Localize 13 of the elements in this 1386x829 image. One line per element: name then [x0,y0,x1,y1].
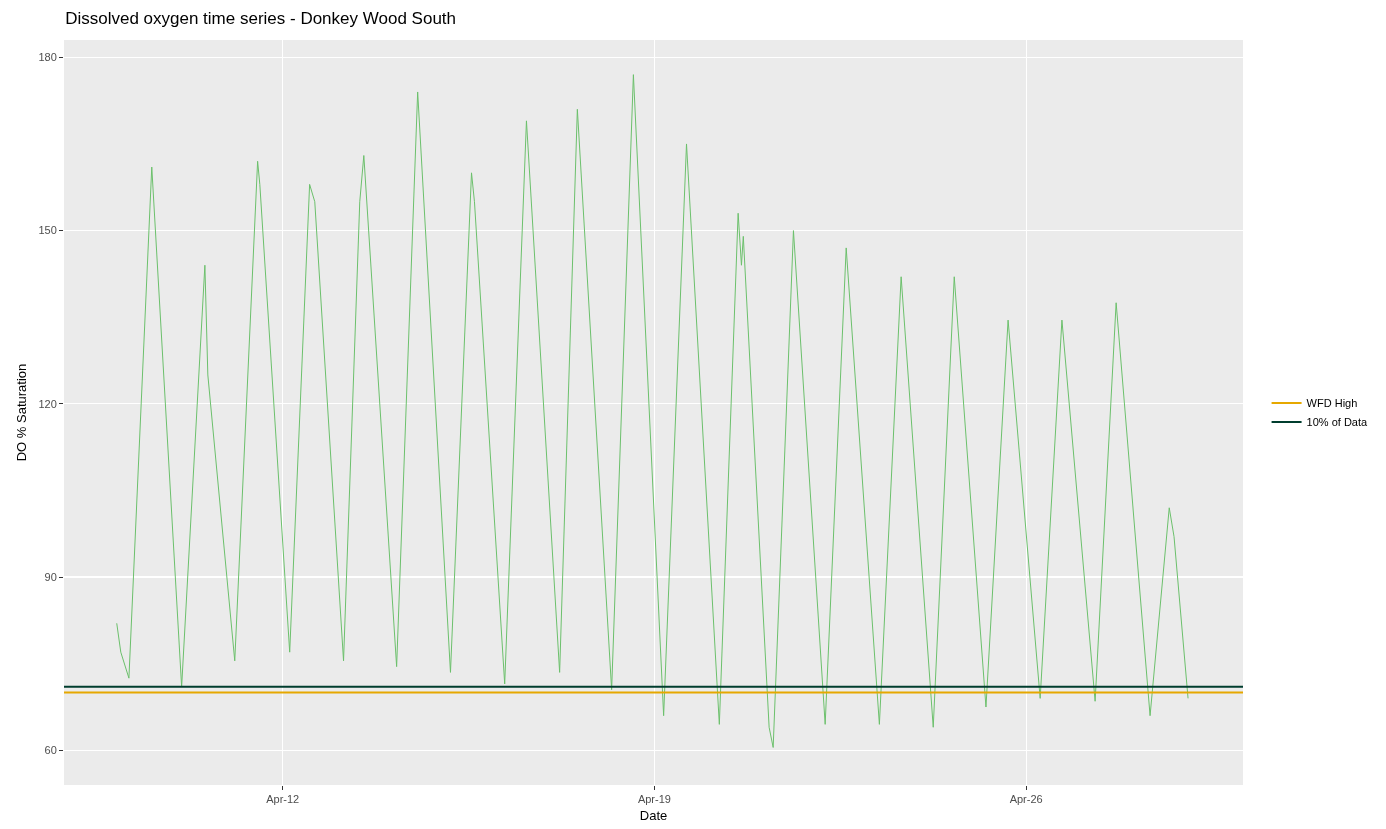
chart-title: Dissolved oxygen time series - Donkey Wood South [65,9,457,29]
y-tick-label: 90 [44,570,57,583]
y-tick-label: 60 [44,744,57,757]
x-tick-label: Apr-19 [637,793,671,806]
y-tick-label: 120 [38,397,57,410]
x-axis-title: Date [639,807,668,823]
legend-label: WFD High [1306,397,1358,410]
y-tick-label: 180 [38,51,57,64]
y-tick-label: 150 [38,224,57,237]
x-tick-label: Apr-12 [266,793,300,806]
legend-label: 10% of Data [1306,416,1368,429]
y-axis-title: DO % Saturation [14,363,30,462]
x-tick-label: Apr-26 [1009,793,1043,806]
